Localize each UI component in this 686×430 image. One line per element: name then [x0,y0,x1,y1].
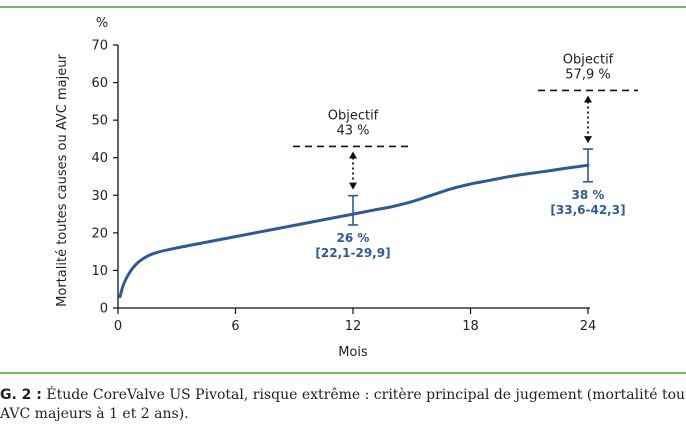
caption-line-2: AVC majeurs à 1 et 2 ans). [0,406,189,422]
frame-bottom-border [0,372,686,374]
arrowhead-down [584,136,592,144]
arrowhead-up [349,151,357,159]
frame-top-border [0,6,686,8]
objective-title: Objectif [563,52,614,67]
x-tick-label: 18 [462,319,479,334]
x-tick-label: 12 [345,319,362,334]
y-tick-label: 30 [91,189,108,204]
y-tick-label: 20 [91,226,108,241]
caption-label: G. 2 : [0,387,42,403]
objective-value: 43 % [336,123,369,138]
arrowhead-down [349,182,357,190]
objective-value: 57,9 % [565,67,610,82]
error-bar-ci-label: [33,6-42,3] [550,203,625,217]
arrowhead-up [584,95,592,103]
y-axis-unit: % [96,16,108,31]
chart-plot-area [118,148,593,299]
figure-caption: G. 2 : Étude CoreValve US Pivotal, risqu… [0,386,686,424]
chart: 0 10 20 30 40 50 60 70% 0 6 12 18 24 Mois Mortalité to… [55,16,638,360]
chart-annotations: 26 %[22,1-29,9]38 %[33,6-42,3]Objectif43… [293,52,638,260]
objective-title: Objectif [328,108,379,123]
chart-axes: 0 10 20 30 40 50 60 70% 0 6 12 18 24 Mois Mortalité to… [55,16,596,360]
error-bar-value-label: 38 % [572,188,605,202]
caption-text-1: Étude CoreValve US Pivotal, risque extrê… [46,387,686,403]
y-tick-label: 60 [91,76,108,91]
x-tick-label: 0 [114,319,122,334]
error-bar-value-label: 26 % [337,231,370,245]
y-tick-label: 70 [91,39,108,54]
x-tick-label: 24 [580,319,597,334]
y-axis-title: Mortalité toutes causes ou AVC majeur [55,54,70,307]
x-tick-label: 6 [231,319,239,334]
y-tick-label: 0 [100,302,108,317]
y-tick-label: 40 [91,151,108,166]
y-tick-label: 50 [91,114,108,129]
y-tick-label: 10 [91,264,108,279]
caption-line-1: G. 2 : Étude CoreValve US Pivotal, risqu… [0,386,686,405]
error-bar-ci-label: [22,1-29,9] [315,246,390,260]
x-axis-title: Mois [338,345,368,360]
